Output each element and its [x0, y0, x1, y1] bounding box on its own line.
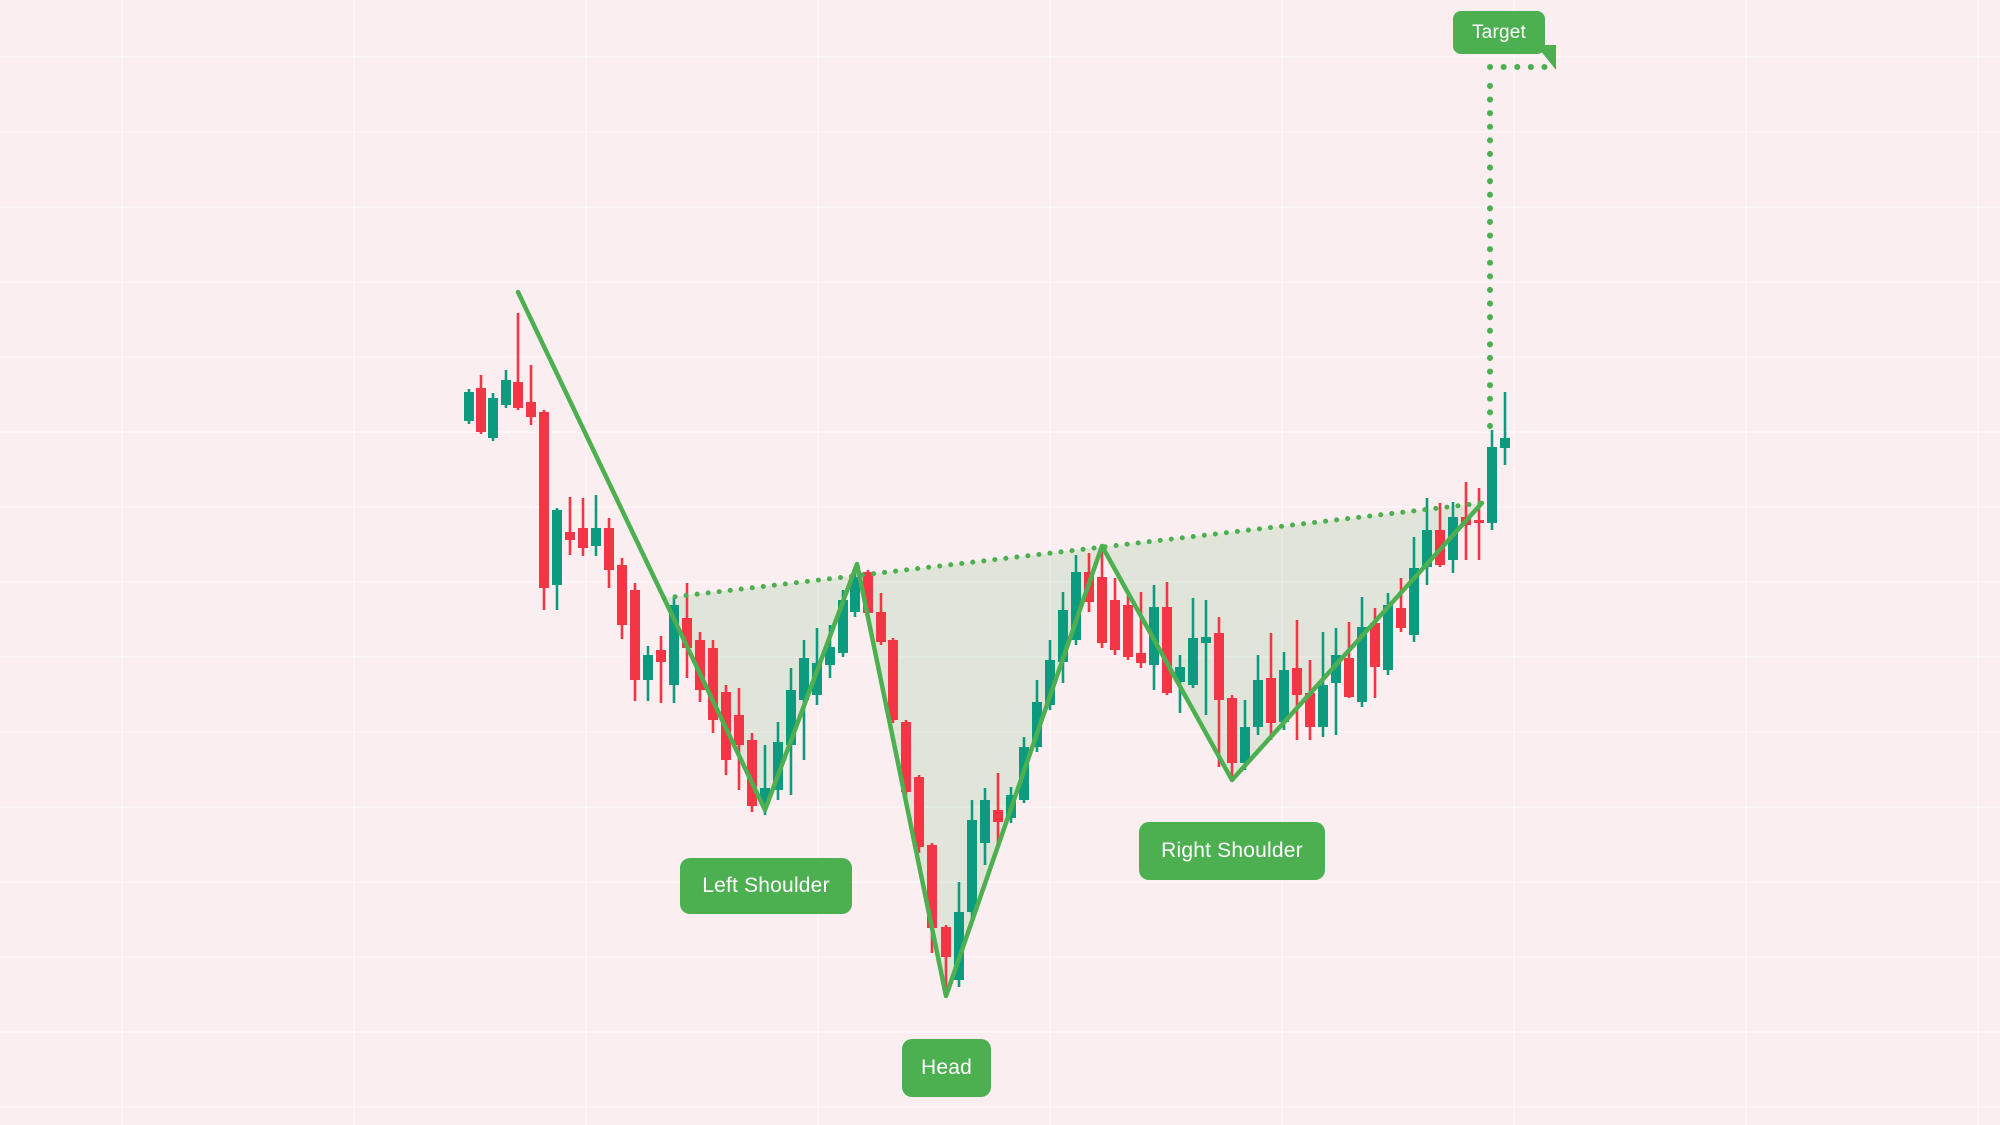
candle: [513, 313, 523, 410]
candle: [1409, 537, 1419, 642]
candle: [578, 498, 588, 556]
candle: [734, 688, 744, 790]
candle: [552, 508, 562, 610]
target-label-tail: [1536, 45, 1556, 70]
neckline-dotted-line: [661, 500, 1485, 601]
candle: [1474, 488, 1484, 560]
candle: [1266, 633, 1276, 740]
candle: [1097, 548, 1107, 648]
candle: [1058, 592, 1068, 683]
candle: [682, 583, 692, 678]
candle: [760, 745, 770, 815]
candle: [1214, 617, 1224, 767]
candle: [501, 370, 511, 408]
candle: [1500, 392, 1510, 465]
head-label: Head: [902, 1039, 991, 1097]
candle: [526, 365, 536, 425]
candle: [1188, 598, 1198, 688]
candle: [1292, 620, 1302, 740]
right-shoulder-label-text: Right Shoulder: [1161, 839, 1303, 862]
candle: [876, 593, 886, 645]
candle: [1253, 655, 1263, 735]
candle: [1227, 695, 1237, 780]
candle: [941, 925, 951, 996]
candle: [1123, 595, 1133, 660]
candle: [1071, 555, 1081, 645]
candle: [773, 722, 783, 800]
candle: [708, 640, 718, 733]
target-projection-line: [1487, 64, 1554, 429]
candle: [954, 882, 964, 987]
candle: [1487, 430, 1497, 530]
candle: [786, 668, 796, 795]
pattern-zigzag-line: [515, 289, 1485, 999]
candle: [617, 558, 627, 639]
candle: [539, 410, 549, 610]
candle: [1279, 652, 1289, 730]
candle: [565, 497, 575, 555]
candle: [901, 720, 911, 797]
candle: [1422, 498, 1432, 585]
candle: [591, 495, 601, 556]
candle: [1110, 578, 1120, 655]
candle: [695, 632, 705, 702]
candle: [476, 375, 486, 434]
candle: [630, 583, 640, 701]
left-shoulder-label: Left Shoulder: [680, 858, 852, 914]
head-label-text: Head: [920, 1056, 972, 1079]
right-shoulder-label: Right Shoulder: [1139, 822, 1325, 880]
candle: [1318, 632, 1328, 737]
candle: [464, 389, 474, 424]
candle: [967, 800, 977, 920]
candle: [1396, 578, 1406, 632]
candle: [1240, 700, 1250, 770]
candle: [747, 733, 757, 812]
target-label: Target: [1453, 11, 1556, 70]
candle: [488, 393, 498, 441]
candle: [1344, 622, 1354, 698]
target-label-text: Target: [1471, 21, 1526, 43]
candle: [1201, 600, 1211, 715]
candle: [1136, 592, 1146, 668]
candle: [656, 636, 666, 703]
pattern-fill-area: [664, 503, 1482, 996]
candle: [1331, 628, 1341, 735]
candle: [980, 788, 990, 865]
candle: [604, 518, 614, 588]
candle: [643, 646, 653, 701]
candle: [888, 638, 898, 723]
candle: [1162, 582, 1172, 695]
candle: [993, 773, 1003, 843]
candle: [1357, 597, 1367, 707]
left-shoulder-label-text: Left Shoulder: [702, 874, 830, 897]
candle: [914, 775, 924, 853]
candle: [1305, 660, 1315, 740]
